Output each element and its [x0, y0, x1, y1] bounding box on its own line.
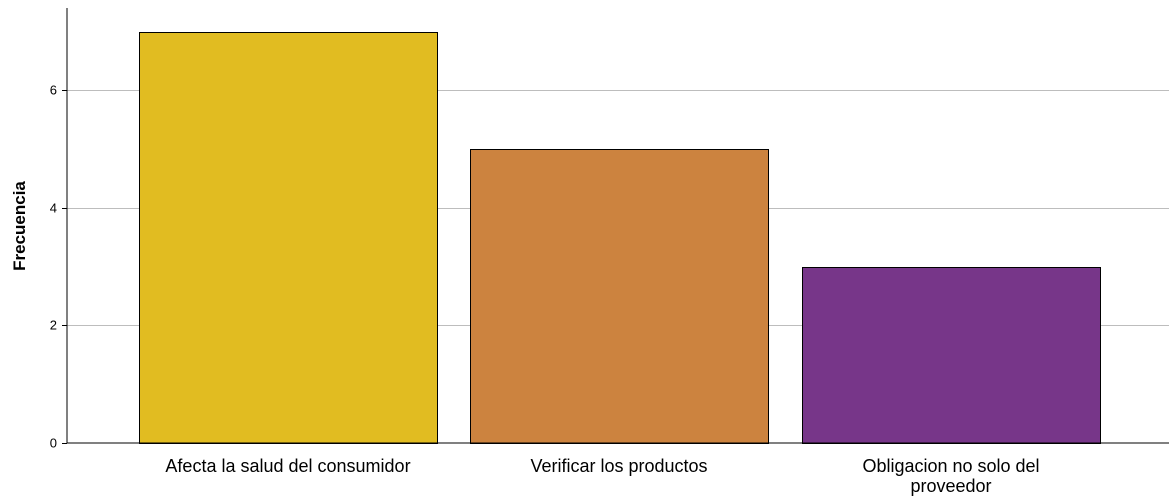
x-tick-label: Obligacion no solo del proveedor — [862, 456, 1039, 496]
y-tick-label: 0 — [50, 436, 57, 451]
x-tick-label: Afecta la salud del consumidor — [165, 456, 410, 476]
axes — [66, 8, 1169, 444]
y-tick-label: 2 — [50, 318, 57, 333]
y-axis-label: Frecuencia — [10, 181, 29, 271]
bar-3 — [802, 267, 1101, 444]
x-tick-label: Verificar los productos — [530, 456, 707, 476]
x-tick-labels: Afecta la salud del consumidor Verificar … — [165, 456, 1039, 496]
y-tick-label: 6 — [50, 83, 57, 98]
bars — [139, 32, 1101, 444]
bar-2 — [470, 149, 769, 444]
y-tick-label: 4 — [50, 201, 57, 216]
y-ticks: 0 2 4 6 — [50, 83, 67, 451]
bar-1 — [139, 32, 438, 444]
